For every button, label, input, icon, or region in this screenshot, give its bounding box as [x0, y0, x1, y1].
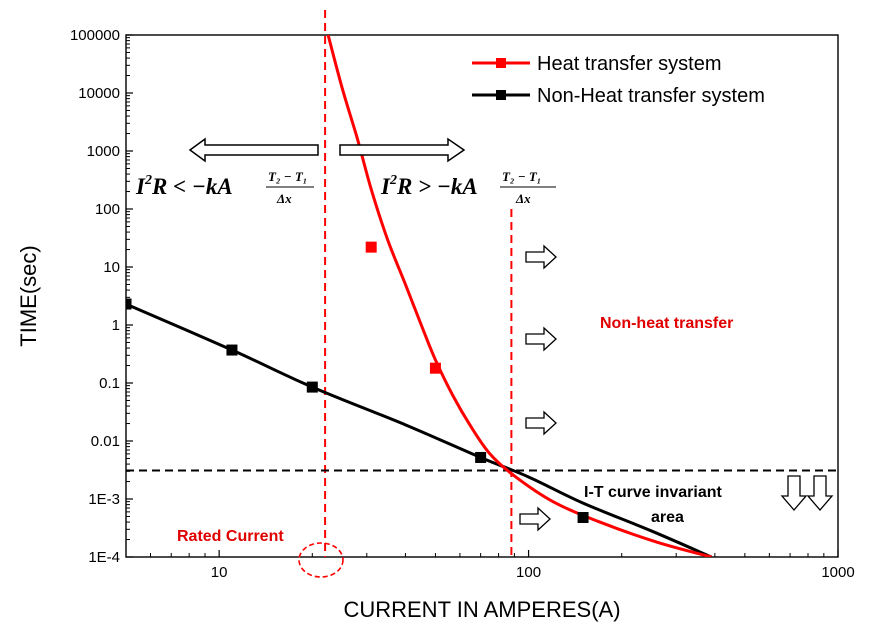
y-tick-label: 100000 [70, 27, 120, 44]
y-tick-label: 10 [103, 259, 120, 276]
arrow-right-icon [339, 137, 466, 163]
formula-left-i2r: I [135, 174, 146, 199]
data-point-nonheat [226, 344, 238, 356]
arrow-right-small-icon [525, 244, 557, 270]
y-tick-label: 1000 [87, 143, 120, 160]
data-point-nonheat [126, 298, 132, 310]
legend-label-heat: Heat transfer system [537, 53, 722, 75]
data-point-nonheat [577, 511, 589, 523]
annotation-invariant-line2: area [651, 509, 684, 526]
svg-text:I2R < −kA: I2R < −kA [135, 173, 233, 199]
svg-text:Δx: Δx [515, 191, 531, 206]
annotation-invariant-line1: I-T curve invariant [584, 484, 722, 501]
x-axis-title: CURRENT IN AMPERES(A) [343, 597, 620, 622]
legend-marker-nonheat [496, 90, 506, 100]
x-tick-label: 100 [516, 564, 541, 581]
data-point-heat [429, 362, 441, 374]
x-tick-label: 1000 [821, 564, 854, 581]
formula-right: I2R > −kA T₂ − T₁ Δx [380, 169, 556, 206]
legend: Heat transfer system Non-Heat transfer s… [472, 53, 765, 107]
y-tick-label: 10000 [78, 85, 120, 102]
y-tick-label: 0.1 [99, 375, 120, 392]
annotation-rated-current: Rated Current [177, 528, 284, 545]
svg-text:T₂ − T₁: T₂ − T₁ [502, 169, 541, 184]
arrow-down-icon [806, 475, 834, 511]
arrow-down-icon [780, 475, 808, 511]
y-tick-label: 1E-4 [88, 549, 120, 566]
rated-current-circle [298, 542, 344, 578]
plot-frame [125, 34, 839, 558]
axis-ticks: 1E-4 1E-3 0.01 0.1 1 10 100 1000 10000 100000 10 10… [70, 27, 855, 581]
data-point-nonheat [306, 381, 318, 393]
y-tick-label: 1 [112, 317, 120, 334]
svg-text:I2R > −kA: I2R > −kA [380, 173, 478, 199]
y-tick-label: 100 [95, 201, 120, 218]
svg-text:Δx: Δx [276, 191, 292, 206]
series-layer [126, 35, 713, 557]
legend-marker-heat [496, 58, 506, 68]
plot-border [125, 34, 839, 558]
y-tick-label: 1E-3 [88, 491, 120, 508]
y-tick-label: 0.01 [91, 433, 120, 450]
series-line-heat [326, 35, 712, 557]
formula-left: I2R < −kA T₂ − T₁ Δx [135, 169, 314, 206]
series-line-nonheat [126, 302, 713, 557]
data-point-heat [365, 241, 377, 253]
svg-text:T₂ − T₁: T₂ − T₁ [268, 169, 307, 184]
arrow-left-icon [188, 137, 319, 163]
arrow-right-small-icon [525, 410, 557, 436]
arrow-right-small-icon [525, 326, 557, 352]
x-tick-label: 10 [211, 564, 228, 581]
data-point-nonheat [475, 451, 487, 463]
y-axis-title: TIME(sec) [16, 245, 41, 346]
legend-label-nonheat: Non-Heat transfer system [537, 85, 765, 107]
arrow-right-small-icon [519, 506, 551, 532]
reference-lines [126, 35, 838, 557]
annotation-non-heat-transfer: Non-heat transfer [600, 315, 733, 332]
